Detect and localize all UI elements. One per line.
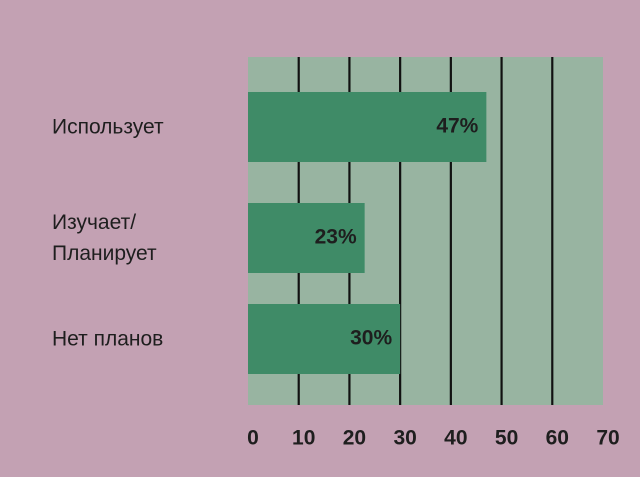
- category-label: Использует: [52, 115, 164, 139]
- x-tick-label: 20: [343, 427, 366, 450]
- x-tick-label: 30: [393, 427, 416, 450]
- category-label: Изучает/ Планирует: [52, 211, 157, 265]
- x-tick-label: 10: [292, 427, 315, 450]
- x-tick-label: 60: [546, 427, 569, 450]
- category-label: Нет планов: [52, 327, 164, 351]
- value-label: 30%: [350, 327, 392, 350]
- bar: [248, 304, 401, 374]
- value-label: 23%: [315, 226, 357, 249]
- x-tick-label: 50: [495, 427, 518, 450]
- x-tick-label: 40: [444, 427, 467, 450]
- x-tick-label: 70: [596, 427, 619, 450]
- bar: [248, 203, 365, 273]
- bar: [248, 92, 487, 162]
- x-tick-label: 0: [247, 427, 259, 450]
- value-label: 47%: [436, 115, 478, 138]
